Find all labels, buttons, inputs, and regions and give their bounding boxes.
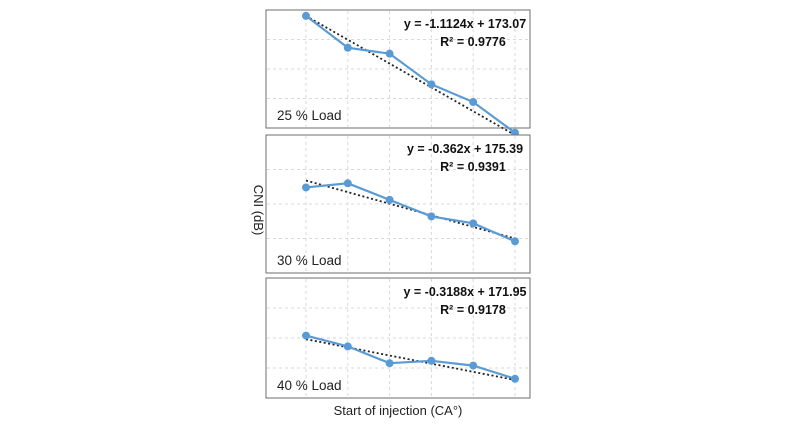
equation-label: y = -0.362x + 175.39: [407, 142, 523, 156]
data-point: [302, 331, 310, 340]
load-label: 30 % Load: [277, 253, 342, 268]
data-point: [302, 11, 310, 20]
series-line: [305, 334, 516, 380]
data-point: [343, 179, 352, 188]
trendline: [305, 338, 516, 381]
panel-1: y = -1.1124x + 173.07 R² = 0.9776 25 % Loa…: [265, 9, 531, 137]
data-point: [469, 361, 478, 370]
data-point: [302, 183, 310, 192]
data-point: [511, 374, 519, 383]
data-point: [427, 80, 436, 89]
equation-label: y = -1.1124x + 173.07: [404, 17, 526, 31]
load-label: 25 % Load: [277, 108, 342, 123]
data-point: [469, 219, 478, 228]
load-label: 40 % Load: [277, 378, 342, 393]
data-point: [469, 98, 478, 107]
panel-3: y = -0.3188x + 171.95 R² = 0.9178 40 % Loa…: [265, 277, 531, 399]
y-axis-label: CNI (dB): [251, 185, 266, 236]
data-point: [427, 356, 436, 365]
series-line: [305, 182, 516, 243]
data-point: [511, 237, 519, 246]
data-point: [427, 212, 436, 221]
series-line: [305, 15, 516, 134]
x-axis-label: Start of injection (CA°): [334, 403, 463, 418]
panel-2: y = -0.362x + 175.39 R² = 0.9391 30 % Load: [265, 134, 531, 274]
r-squared-label: R² = 0.9391: [440, 160, 506, 174]
r-squared-label: R² = 0.9776: [440, 35, 506, 49]
data-point: [343, 342, 352, 351]
data-point: [385, 359, 394, 368]
equation-label: y = -0.3188x + 171.95: [403, 285, 526, 299]
trendline: [305, 179, 516, 240]
data-point: [343, 43, 352, 52]
data-point: [385, 195, 394, 204]
data-point: [385, 49, 394, 58]
r-squared-label: R² = 0.9178: [440, 303, 506, 317]
